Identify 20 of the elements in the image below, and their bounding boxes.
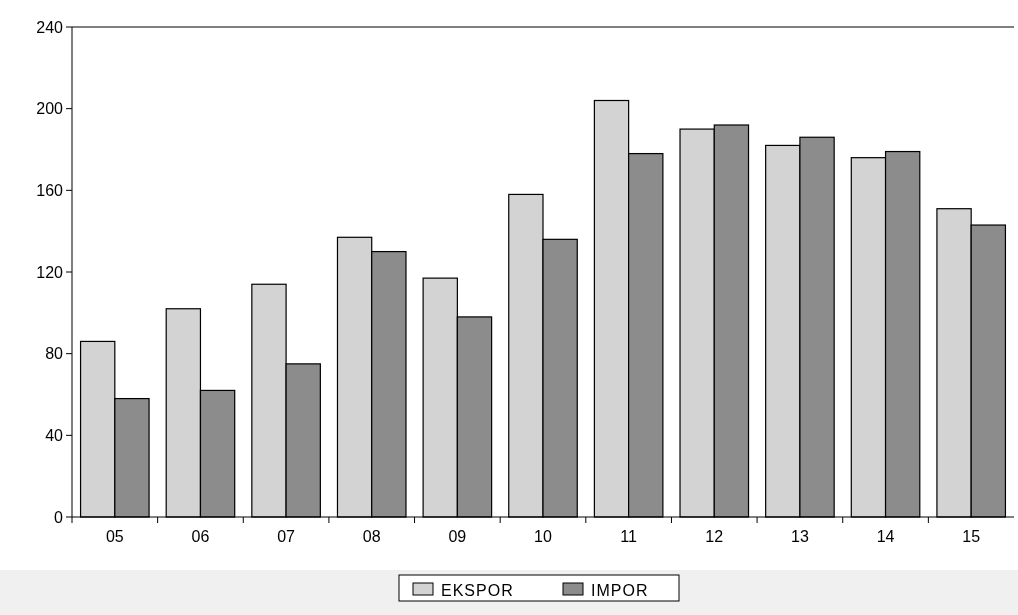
y-tick-label: 0 bbox=[54, 508, 64, 526]
y-tick-label: 80 bbox=[45, 345, 64, 363]
x-tick-label: 05 bbox=[105, 528, 124, 545]
y-tick-label: 240 bbox=[36, 18, 64, 36]
y-tick-label: 40 bbox=[45, 426, 64, 444]
x-tick-label: 14 bbox=[876, 528, 895, 545]
x-tick-label: 08 bbox=[362, 528, 381, 545]
x-tick-label: 07 bbox=[277, 528, 296, 545]
legend-label: IMPOR bbox=[591, 581, 649, 599]
x-tick-label: 15 bbox=[962, 528, 981, 545]
legend-label: EKSPOR bbox=[441, 581, 514, 599]
y-tick-label: 120 bbox=[36, 263, 64, 281]
x-tick-label: 11 bbox=[620, 528, 638, 545]
x-tick-label: 12 bbox=[705, 528, 724, 545]
y-tick-label: 160 bbox=[36, 181, 64, 199]
x-tick-label: 10 bbox=[534, 528, 552, 545]
x-tick-label: 06 bbox=[191, 528, 210, 545]
y-tick-label: 200 bbox=[36, 100, 64, 118]
x-tick-label: 09 bbox=[448, 528, 467, 545]
x-tick-label: 13 bbox=[791, 528, 809, 545]
